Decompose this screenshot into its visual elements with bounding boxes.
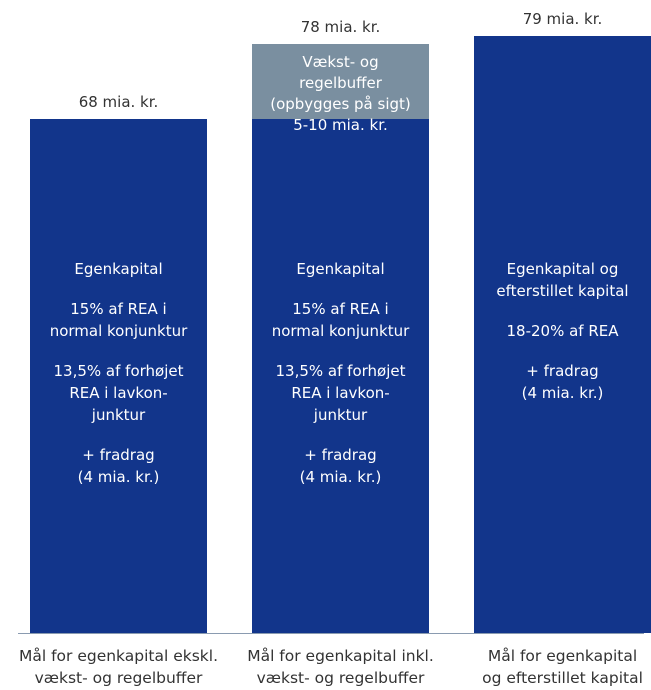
- buffer-label-line: (opbygges på sigt): [270, 94, 411, 113]
- bar-main-1: [30, 119, 207, 633]
- bar-text-gap: [30, 280, 207, 298]
- chart-baseline: [18, 633, 644, 634]
- bar-text-gap: [252, 342, 429, 360]
- bar-text-line: 15% af REA i: [70, 300, 167, 318]
- bar-text-line: 13,5% af forhøjet: [53, 362, 184, 380]
- category-label-line: og efterstillet kapital: [482, 669, 643, 687]
- bar-text-gap: [30, 426, 207, 444]
- bar-text-3: Egenkapital og efterstillet kapital 18-20%…: [474, 258, 651, 404]
- bar-text-gap: [252, 426, 429, 444]
- bar-text-line: + fradrag: [304, 446, 377, 464]
- bar-text-line: (4 mia. kr.): [299, 468, 382, 486]
- bar-text-line: junktur: [91, 406, 146, 424]
- category-label-line: vækst- og regelbuffer: [256, 669, 425, 687]
- bar-text-line: Egenkapital og: [506, 260, 619, 278]
- category-label-line: Mål for egenkapital: [487, 647, 638, 665]
- category-label-line: Mål for egenkapital ekskl.: [18, 647, 219, 665]
- total-label-3: 79 mia. kr.: [522, 10, 603, 28]
- bar-text-line: (4 mia. kr.): [521, 384, 604, 402]
- bar-text-line: Egenkapital: [296, 260, 385, 278]
- bar-text-line: REA i lavkon-: [69, 384, 168, 402]
- bar-text-line: REA i lavkon-: [291, 384, 390, 402]
- bar-text-line: efterstillet kapital: [496, 282, 629, 300]
- category-label-line: Mål for egenkapital inkl.: [247, 647, 434, 665]
- total-label-2: 78 mia. kr.: [300, 17, 381, 36]
- bar-text-line: Egenkapital: [74, 260, 163, 278]
- bar-text-line: + fradrag: [526, 362, 599, 380]
- buffer-label-line: regelbuffer: [299, 73, 382, 92]
- bar-text-line: normal konjunktur: [271, 322, 410, 340]
- category-label-3: Mål for egenkapital og efterstillet kapit…: [444, 645, 651, 689]
- buffer-label-line: 5-10 mia. kr.: [293, 115, 388, 134]
- category-label-2: Mål for egenkapital inkl. vækst- og regel…: [222, 645, 459, 689]
- category-label-1: Mål for egenkapital ekskl. vækst- og rege…: [0, 645, 237, 689]
- bar-text-gap: [474, 342, 651, 360]
- bar-text-line: 13,5% af forhøjet: [275, 362, 406, 380]
- bar-text-2: Egenkapital 15% af REA i normal konjunktur…: [252, 258, 429, 488]
- bar-text-line: + fradrag: [82, 446, 155, 464]
- bar-main-2: [252, 119, 429, 633]
- category-label-line: vækst- og regelbuffer: [34, 669, 203, 687]
- bar-text-line: normal konjunktur: [49, 322, 188, 340]
- total-label-1: 68 mia. kr.: [78, 93, 159, 112]
- bar-text-line: (4 mia. kr.): [77, 468, 160, 486]
- bar-text-line: 15% af REA i: [292, 300, 389, 318]
- buffer-label: Vækst- og regelbuffer (opbygges på sigt) 5-…: [252, 52, 429, 136]
- bar-text-line: junktur: [313, 406, 368, 424]
- bar-buffer-2: [252, 43, 429, 120]
- buffer-label-line: Vækst- og: [302, 52, 379, 71]
- bar-text-gap: [30, 342, 207, 360]
- bar-text-1: Egenkapital 15% af REA i normal konjunktur…: [30, 258, 207, 488]
- bar-text-gap: [252, 280, 429, 298]
- bar-text-gap: [474, 302, 651, 320]
- bar-main-3: [474, 36, 651, 633]
- bar-text-line: 18-20% af REA: [506, 322, 619, 340]
